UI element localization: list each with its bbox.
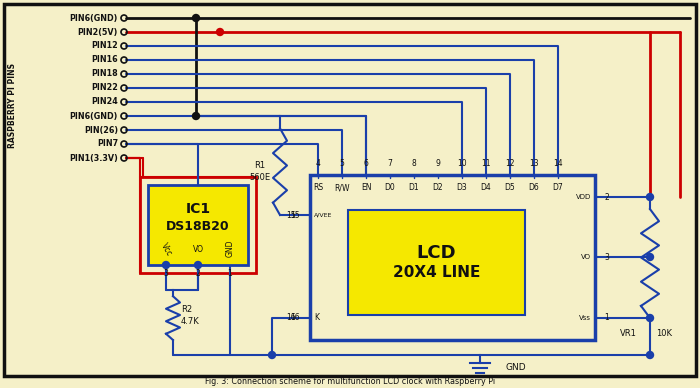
Text: D1: D1 (409, 184, 419, 192)
Text: D7: D7 (552, 184, 564, 192)
Text: 13: 13 (529, 159, 539, 168)
Text: 14: 14 (553, 159, 563, 168)
Text: 16: 16 (286, 314, 296, 322)
Text: VO: VO (581, 254, 591, 260)
Text: D3: D3 (456, 184, 468, 192)
Text: DS18B20: DS18B20 (166, 220, 230, 234)
Text: D5: D5 (505, 184, 515, 192)
Text: A/VEE: A/VEE (314, 213, 332, 218)
Text: 1: 1 (605, 314, 610, 322)
Text: GND: GND (505, 364, 526, 372)
Text: PIN6(GND): PIN6(GND) (69, 111, 118, 121)
Text: 11: 11 (482, 159, 491, 168)
Bar (310, 175, 595, 340)
Circle shape (162, 262, 169, 268)
Text: LCD: LCD (416, 244, 456, 262)
Text: PIN6(GND): PIN6(GND) (69, 14, 118, 23)
Text: 3: 3 (164, 270, 169, 279)
Text: 6: 6 (363, 159, 368, 168)
Text: 2: 2 (195, 270, 200, 279)
Circle shape (647, 352, 654, 359)
Text: RS: RS (313, 184, 323, 192)
Text: R1: R1 (254, 161, 265, 170)
Text: 2: 2 (605, 192, 610, 201)
Text: 12: 12 (505, 159, 514, 168)
Text: RASPBERRY PI PINS: RASPBERRY PI PINS (8, 62, 18, 147)
Text: 16: 16 (290, 314, 300, 322)
Text: Fig. 3: Connection scheme for multifunction LCD clock with Raspberry Pi: Fig. 3: Connection scheme for multifunct… (205, 376, 495, 386)
Text: VDD: VDD (575, 194, 591, 200)
Text: GND: GND (225, 239, 234, 257)
Text: IC1: IC1 (186, 202, 211, 216)
Text: PIN16: PIN16 (92, 55, 118, 64)
Bar (140, 177, 256, 273)
Text: PIN22: PIN22 (91, 83, 118, 92)
Text: EN: EN (360, 184, 371, 192)
Text: 5: 5 (340, 159, 344, 168)
Circle shape (647, 253, 654, 260)
Text: R2: R2 (181, 305, 192, 315)
Circle shape (647, 315, 654, 322)
Text: 3: 3 (605, 253, 610, 262)
Text: PIN7: PIN7 (97, 140, 118, 149)
Text: D0: D0 (384, 184, 395, 192)
Circle shape (195, 262, 202, 268)
Text: PIN24: PIN24 (91, 97, 118, 106)
Text: K: K (314, 314, 319, 322)
Circle shape (193, 113, 200, 120)
Circle shape (193, 14, 200, 21)
Text: 7: 7 (388, 159, 393, 168)
Text: 10: 10 (457, 159, 467, 168)
Circle shape (647, 194, 654, 201)
Text: D4: D4 (481, 184, 491, 192)
Text: PIN(26): PIN(26) (84, 125, 118, 135)
Text: VR1: VR1 (620, 329, 636, 338)
Text: PIN2(5V): PIN2(5V) (78, 28, 118, 36)
Text: PIN12: PIN12 (91, 42, 118, 50)
Text: Vcc: Vcc (159, 242, 174, 258)
Text: VO: VO (193, 246, 204, 255)
Text: 15: 15 (290, 211, 300, 220)
Text: D6: D6 (528, 184, 540, 192)
Text: 10K: 10K (656, 329, 672, 338)
Text: 560E: 560E (249, 173, 271, 182)
Text: 8: 8 (412, 159, 416, 168)
Text: 4: 4 (316, 159, 321, 168)
Text: 9: 9 (435, 159, 440, 168)
Text: 15: 15 (286, 211, 296, 220)
Text: 1: 1 (228, 270, 232, 279)
Bar (348, 210, 525, 315)
Text: D2: D2 (433, 184, 443, 192)
Text: Vss: Vss (579, 315, 591, 321)
Text: PIN18: PIN18 (91, 69, 118, 78)
Text: 4.7K: 4.7K (181, 317, 200, 326)
Circle shape (269, 352, 276, 359)
Circle shape (216, 28, 223, 35)
Text: R/W: R/W (335, 184, 350, 192)
Text: PIN1(3.3V): PIN1(3.3V) (69, 154, 118, 163)
Text: 20X4 LINE: 20X4 LINE (393, 265, 480, 280)
Bar (148, 185, 248, 265)
